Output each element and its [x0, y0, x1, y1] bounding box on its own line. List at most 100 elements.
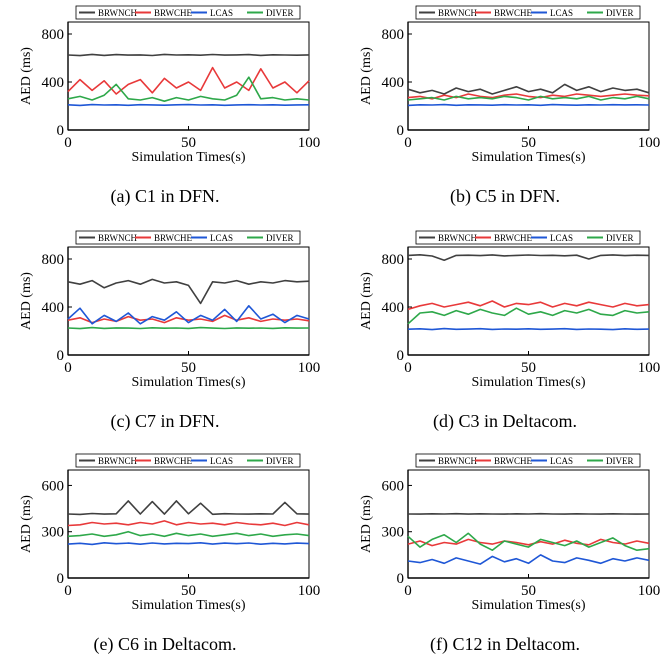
y-tick-label: 600 — [382, 478, 405, 494]
series-line-diver — [68, 532, 309, 537]
series-line-lcas — [408, 329, 649, 330]
series-line-brwche — [68, 521, 309, 526]
x-tick-label: 0 — [404, 583, 412, 599]
chart-panel-2: 0 400 800 0 50 100 Simulation Times(s) AED (ms)… — [0, 225, 330, 447]
legend-label-lcas: LCAS — [550, 8, 573, 18]
y-tick-label: 400 — [42, 75, 65, 91]
plot-frame — [68, 22, 309, 130]
y-axis-label: AED (ms) — [359, 272, 374, 330]
chart-panel-1: 0 400 800 0 50 100 Simulation Times(s) AED (ms)… — [340, 0, 660, 222]
figure-caption: (a) C1 in DFN. — [0, 186, 330, 207]
legend-label-lcas: LCAS — [210, 233, 233, 243]
x-tick-label: 100 — [298, 135, 321, 151]
x-tick-label: 0 — [404, 135, 412, 151]
y-tick-label: 400 — [42, 300, 65, 316]
x-axis-label: Simulation Times(s) — [132, 375, 246, 390]
plot-frame — [408, 247, 649, 355]
series-line-brwnch — [408, 84, 649, 94]
series-line-brwche — [408, 539, 649, 545]
y-tick-label: 400 — [382, 75, 405, 91]
legend-label-diver: DIVER — [266, 8, 294, 18]
plot-frame — [408, 470, 649, 578]
y-tick-label: 800 — [382, 252, 405, 268]
legend-label-brwnch: BRWNCH — [438, 233, 478, 243]
x-tick-label: 50 — [181, 583, 196, 599]
series-line-brwnch — [68, 279, 309, 303]
y-tick-label: 0 — [397, 123, 405, 139]
series-line-lcas — [408, 105, 649, 106]
y-tick-label: 300 — [382, 525, 405, 541]
legend-label-brwnch: BRWNCH — [98, 233, 138, 243]
legend-label-diver: DIVER — [266, 233, 294, 243]
series-line-brwnch — [68, 54, 309, 55]
x-axis-label: Simulation Times(s) — [472, 375, 586, 390]
y-axis-label: AED (ms) — [19, 495, 34, 553]
y-tick-label: 600 — [42, 478, 65, 494]
series-line-lcas — [68, 306, 309, 324]
y-axis-label: AED (ms) — [19, 47, 34, 105]
legend-label-brwche: BRWCHE — [494, 456, 533, 466]
legend-label-brwnch: BRWNCH — [438, 8, 478, 18]
x-tick-label: 0 — [64, 135, 72, 151]
y-tick-label: 0 — [57, 123, 65, 139]
x-tick-label: 0 — [404, 360, 412, 376]
figure-caption: (b) C5 in DFN. — [340, 186, 660, 207]
legend-label-brwnch: BRWNCH — [438, 456, 478, 466]
y-tick-label: 800 — [42, 27, 65, 43]
legend-label-lcas: LCAS — [210, 456, 233, 466]
legend-label-brwche: BRWCHE — [494, 233, 533, 243]
y-axis-label: AED (ms) — [359, 47, 374, 105]
figure-caption: (f) C12 in Deltacom. — [340, 634, 660, 655]
legend-label-lcas: LCAS — [550, 456, 573, 466]
series-line-brwche — [68, 68, 309, 94]
y-tick-label: 0 — [57, 348, 65, 364]
plot-frame — [408, 22, 649, 130]
legend: BRWNCH BRWCHE LCAS DIVER — [76, 6, 300, 19]
series-line-lcas — [68, 543, 309, 545]
y-tick-label: 800 — [42, 252, 65, 268]
x-tick-label: 100 — [298, 583, 321, 599]
x-tick-label: 50 — [521, 135, 536, 151]
x-axis-label: Simulation Times(s) — [472, 598, 586, 613]
legend-label-lcas: LCAS — [550, 233, 573, 243]
y-tick-label: 300 — [42, 525, 65, 541]
y-tick-label: 0 — [397, 571, 405, 587]
legend-label-lcas: LCAS — [210, 8, 233, 18]
series-line-diver — [408, 308, 649, 324]
legend: BRWNCH BRWCHE LCAS DIVER — [416, 454, 640, 467]
legend-label-brwnch: BRWNCH — [98, 8, 138, 18]
legend-label-diver: DIVER — [606, 456, 634, 466]
x-tick-label: 0 — [64, 583, 72, 599]
x-tick-label: 50 — [521, 360, 536, 376]
series-line-brwnch — [68, 501, 309, 515]
legend-label-diver: DIVER — [266, 456, 294, 466]
x-tick-label: 100 — [638, 360, 660, 376]
x-axis-label: Simulation Times(s) — [472, 150, 586, 165]
y-tick-label: 0 — [57, 571, 65, 587]
y-axis-label: AED (ms) — [19, 272, 34, 330]
figure-caption: (e) C6 in Deltacom. — [0, 634, 330, 655]
x-tick-label: 100 — [298, 360, 321, 376]
y-axis-label: AED (ms) — [359, 495, 374, 553]
figure-caption: (c) C7 in DFN. — [0, 411, 330, 432]
series-line-diver — [68, 328, 309, 329]
series-line-lcas — [408, 555, 649, 564]
x-tick-label: 50 — [181, 135, 196, 151]
legend-label-brwnch: BRWNCH — [98, 456, 138, 466]
y-tick-label: 800 — [382, 27, 405, 43]
series-line-brwche — [68, 315, 309, 322]
x-tick-label: 50 — [181, 360, 196, 376]
series-line-brwche — [408, 301, 649, 309]
x-tick-label: 100 — [638, 135, 660, 151]
legend-label-brwche: BRWCHE — [154, 8, 193, 18]
x-tick-label: 0 — [64, 360, 72, 376]
x-tick-label: 100 — [638, 583, 660, 599]
figure-caption: (d) C3 in Deltacom. — [340, 411, 660, 432]
plot-frame — [68, 247, 309, 355]
